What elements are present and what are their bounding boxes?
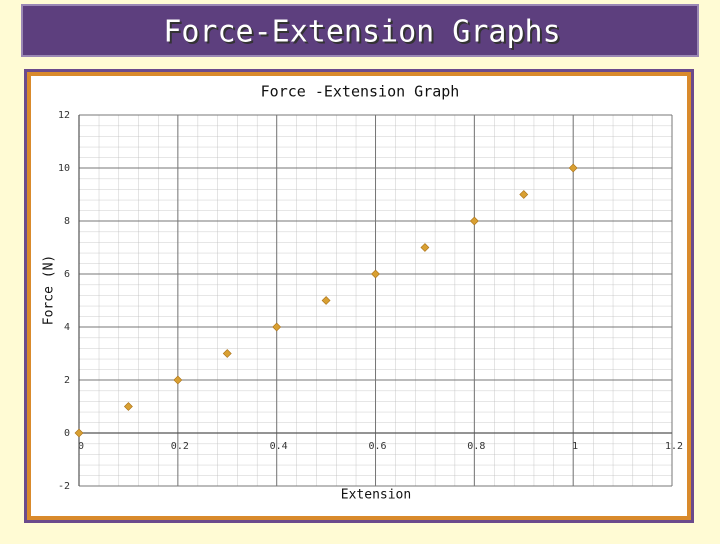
data-point: [173, 375, 183, 385]
y-tick-label: 8: [64, 216, 70, 227]
title-banner: [21, 4, 699, 57]
data-point: [123, 402, 133, 411]
y-axis-title: Force (N): [42, 255, 57, 325]
data-point: [321, 296, 331, 305]
x-tick-label: 0.6: [368, 441, 386, 452]
slide-title-shadow: Force-Extension Graphs: [165, 17, 562, 52]
data-point: [568, 163, 578, 173]
data-point: [74, 428, 84, 438]
x-tick-label: 0.8: [467, 441, 485, 452]
y-tick-label: 6: [64, 269, 70, 280]
x-tick-label: 1: [572, 441, 578, 452]
data-point: [272, 322, 282, 332]
x-tick-label: 0: [78, 441, 84, 452]
data-point: [469, 216, 479, 226]
x-axis-title: Extension: [341, 488, 411, 503]
data-point: [519, 190, 529, 199]
chart-title: Force -Extension Graph: [261, 83, 460, 101]
y-tick-label: 12: [58, 110, 70, 121]
y-tick-label: 0: [64, 428, 70, 439]
data-point: [420, 243, 430, 252]
x-tick-label: 1.2: [665, 441, 683, 452]
slide-title: Force-Extension Graphs: [163, 15, 560, 50]
x-tick-label: 0.2: [171, 441, 189, 452]
y-tick-label: -2: [58, 481, 70, 492]
y-tick-label: 2: [64, 375, 70, 386]
y-tick-label: 4: [64, 322, 70, 333]
y-tick-label: 10: [58, 163, 70, 174]
data-point: [371, 269, 380, 279]
x-tick-label: 0.4: [270, 441, 288, 452]
data-point: [222, 349, 232, 358]
